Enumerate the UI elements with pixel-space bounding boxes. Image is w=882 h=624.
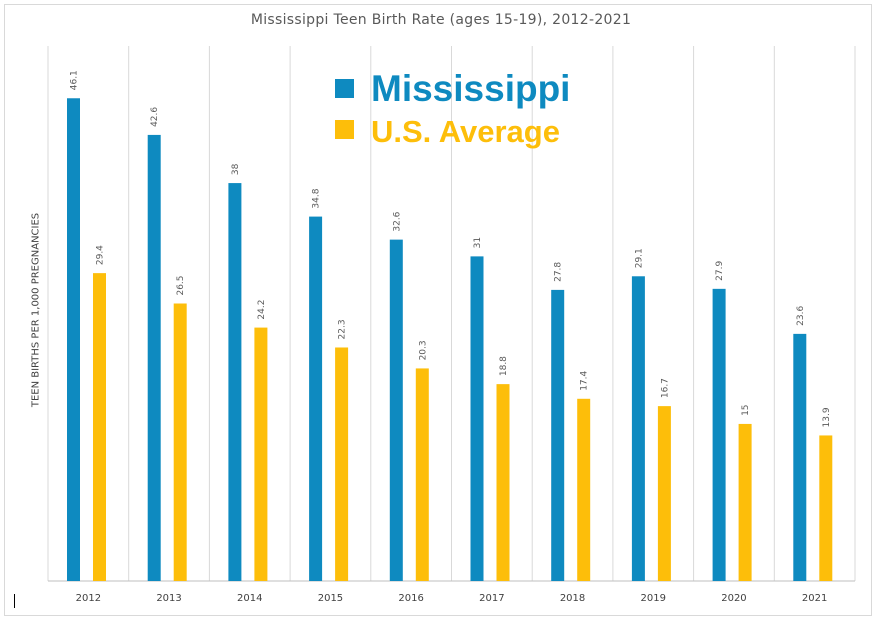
bar: [470, 256, 484, 581]
x-tick-label: 2014: [237, 593, 262, 604]
x-tick-label: 2021: [802, 593, 827, 604]
data-label: 22.3: [338, 319, 348, 339]
bar: [254, 327, 268, 581]
x-tick-label: 2017: [479, 593, 504, 604]
bar: [335, 347, 349, 581]
bar: [793, 333, 807, 581]
x-tick-label: 2012: [76, 593, 101, 604]
bar: [415, 368, 429, 581]
data-label: 34.8: [312, 188, 322, 208]
x-tick-label: 2016: [398, 593, 423, 604]
bar: [93, 273, 106, 581]
bar: [819, 435, 833, 581]
bar: [551, 289, 565, 581]
data-label: 42.6: [150, 107, 160, 127]
data-label: 29.4: [96, 245, 106, 265]
data-label: 17.4: [580, 370, 590, 390]
bar: [173, 303, 187, 581]
data-label: 13.9: [822, 407, 832, 427]
bar: [631, 276, 645, 581]
data-label: 46.1: [70, 70, 80, 90]
x-tick-label: 2018: [560, 593, 585, 604]
data-label: 15: [741, 404, 751, 415]
bar: [657, 406, 671, 581]
data-label: 16.7: [660, 378, 670, 398]
legend-label: Mississippi: [371, 68, 570, 109]
text-cursor: [14, 594, 15, 608]
data-label: 18.8: [499, 356, 509, 376]
data-label: 27.9: [715, 261, 725, 281]
x-tick-label: 2013: [156, 593, 181, 604]
data-label: 26.5: [176, 275, 186, 295]
legend-label: U.S. Average: [371, 114, 560, 149]
legend-swatch: [335, 79, 354, 98]
data-label: 31: [473, 237, 483, 248]
bar: [67, 98, 80, 582]
x-tick-label: 2019: [641, 593, 666, 604]
chart-title: Mississippi Teen Birth Rate (ages 15-19)…: [250, 12, 632, 28]
data-label: 23.6: [796, 306, 806, 326]
x-tick-label: 2015: [318, 593, 343, 604]
data-label: 24.2: [257, 300, 267, 320]
data-label: 27.8: [554, 262, 564, 282]
chart-frame: [4, 4, 872, 616]
bar: [389, 239, 403, 582]
bar: [496, 384, 510, 581]
bar: [147, 134, 161, 581]
legend-swatch: [335, 120, 354, 139]
bar: [738, 423, 752, 581]
data-label: 29.1: [634, 248, 644, 268]
data-label: 32.6: [392, 211, 402, 231]
bar: [228, 183, 242, 581]
bar: [712, 288, 726, 581]
x-tick-label: 2020: [721, 593, 746, 604]
bar: [309, 216, 323, 581]
data-label: 20.3: [418, 340, 428, 360]
bar: [577, 398, 591, 581]
data-label: 38: [231, 163, 241, 175]
